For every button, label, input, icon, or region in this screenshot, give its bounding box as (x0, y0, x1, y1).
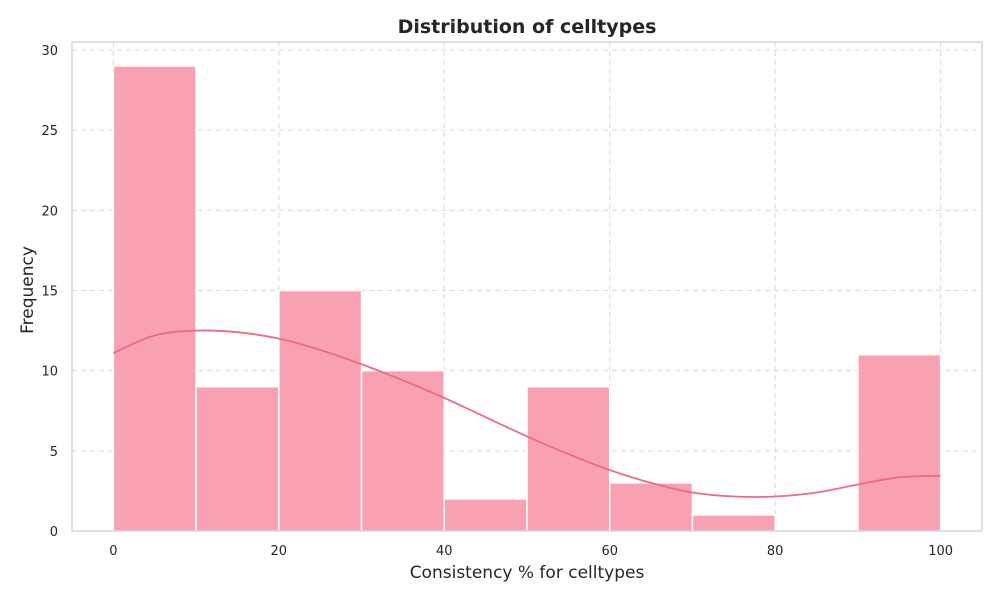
x-axis-label: Consistency % for celltypes (410, 563, 645, 583)
histogram-bar (112, 65, 197, 532)
histogram-bar (360, 369, 446, 532)
x-tick-label: 60 (601, 544, 618, 559)
y-tick-labels: 0 5 10 15 20 25 30 (41, 44, 58, 540)
x-tick-labels: 0 20 40 60 80 100 (109, 544, 953, 559)
y-tick-label: 20 (41, 204, 58, 219)
x-tick-label: 100 (928, 544, 953, 559)
histogram-bar (857, 353, 942, 532)
y-tick-label: 25 (41, 124, 58, 139)
histogram-bar (278, 289, 363, 532)
x-tick-label: 40 (436, 544, 453, 559)
x-tick-label: 80 (767, 544, 784, 559)
histogram-bar (526, 385, 611, 532)
y-tick-label: 15 (41, 285, 58, 300)
histogram-bar (691, 514, 776, 532)
kde-curve (113, 329, 941, 498)
x-tick-label: 0 (109, 544, 117, 559)
y-tick-label: 5 (50, 445, 58, 460)
plot-frame (71, 41, 983, 532)
histogram-bar (195, 385, 280, 532)
y-axis-label: Frequency (18, 246, 38, 334)
histogram-bars (112, 65, 942, 532)
histogram-bar (443, 498, 528, 532)
chart-title: Distribution of celltypes (398, 16, 657, 38)
y-tick-label: 30 (41, 44, 58, 59)
x-tick-label: 20 (271, 544, 288, 559)
y-tick-label: 10 (41, 365, 58, 380)
histogram-bar (608, 482, 694, 532)
y-tick-label: 0 (50, 525, 58, 540)
